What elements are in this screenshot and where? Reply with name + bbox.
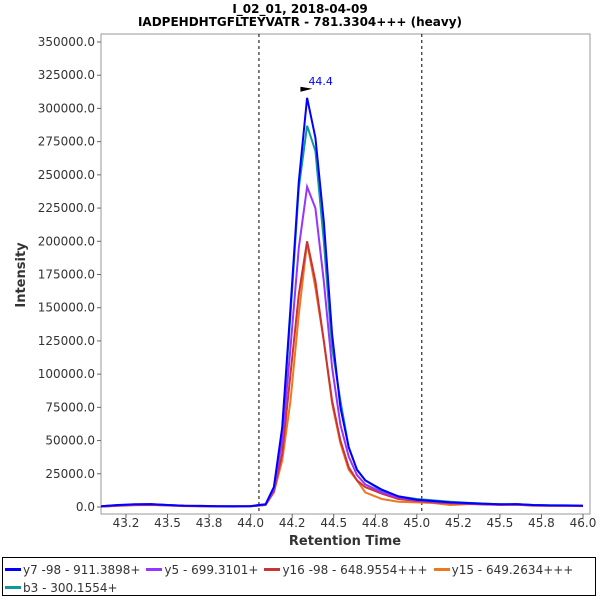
- legend-label: y16 -98 - 648.9554+++: [282, 562, 428, 577]
- legend-item: y16 -98 - 648.9554+++: [264, 561, 428, 578]
- y-axis-label: Intensity: [14, 242, 29, 308]
- y-tick-label: 250000.0: [38, 168, 95, 182]
- y-tick-label: 325000.0: [38, 68, 95, 82]
- legend-item: y5 - 699.3101+: [146, 561, 258, 578]
- legend-label: y15 - 649.2634+++: [451, 562, 574, 577]
- legend-swatch: [5, 586, 21, 589]
- legend-swatch: [264, 568, 281, 571]
- legend: y7 -98 - 911.3898+ y5 - 699.3101+ y16 -98 …: [2, 557, 596, 596]
- x-tick-label: 43.5: [154, 516, 181, 530]
- legend-label: b3 - 300.1554+: [23, 580, 118, 595]
- y-tick-label: 0.0: [76, 500, 95, 514]
- legend-swatch: [146, 568, 163, 571]
- legend-label: y7 -98 - 911.3898+: [23, 562, 141, 577]
- x-tick-label: 46.0: [570, 516, 597, 530]
- x-tick-label: 43.2: [113, 516, 140, 530]
- legend-item: y15 - 649.2634+++: [433, 561, 574, 578]
- x-tick-label: 44.8: [362, 516, 389, 530]
- chromatogram-chart: I_02_01, 2018-04-09 IADPEHDHTGFLTEYVATR …: [14, 2, 597, 549]
- chart-subtitle: IADPEHDHTGFLTEYVATR - 781.3304+++ (heavy…: [138, 15, 462, 29]
- x-tick-label: 43.8: [196, 516, 223, 530]
- peak-marker-icon: [300, 86, 313, 92]
- series-line: [101, 97, 584, 508]
- legend-item: y7 -98 - 911.3898+: [5, 561, 140, 578]
- y-tick-label: 200000.0: [38, 234, 95, 248]
- x-tick-label: 45.2: [445, 516, 472, 530]
- legend-swatch: [433, 568, 450, 571]
- peak-label: 44.4: [308, 75, 333, 88]
- y-tick-label: 25000.0: [45, 467, 95, 481]
- legend-label: y5 - 699.3101+: [164, 562, 259, 577]
- legend-item: b3 - 300.1554+: [5, 579, 118, 596]
- y-tick-label: 225000.0: [38, 201, 95, 215]
- x-axis-label: Retention Time: [289, 534, 401, 549]
- x-tick-label: 45.0: [403, 516, 430, 530]
- y-tick-label: 350000.0: [38, 35, 95, 49]
- x-tick-label: 45.8: [528, 516, 555, 530]
- x-tick-label: 44.2: [279, 516, 306, 530]
- legend-swatch: [5, 568, 21, 571]
- y-tick-label: 150000.0: [38, 301, 95, 315]
- y-tick-label: 175000.0: [38, 268, 95, 282]
- x-tick-label: 44.5: [320, 516, 347, 530]
- y-tick-label: 100000.0: [38, 367, 95, 381]
- x-tick-label: 45.5: [487, 516, 514, 530]
- x-tick-label: 44.0: [237, 516, 264, 530]
- y-tick-label: 75000.0: [45, 400, 95, 414]
- y-tick-label: 300000.0: [38, 101, 95, 115]
- y-tick-label: 275000.0: [38, 135, 95, 149]
- y-tick-label: 50000.0: [45, 434, 95, 448]
- chart-title: I_02_01, 2018-04-09: [232, 2, 367, 17]
- y-tick-label: 125000.0: [38, 334, 95, 348]
